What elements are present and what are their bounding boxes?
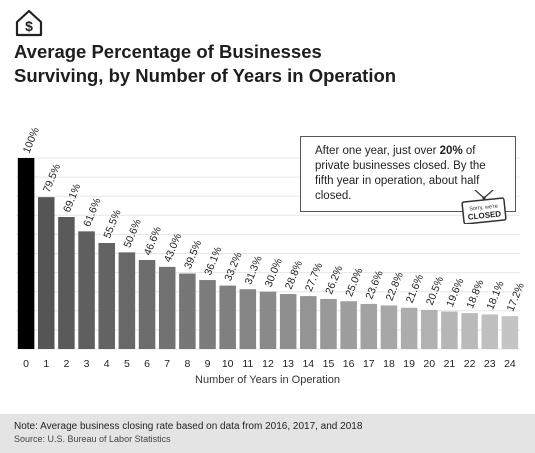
x-tick-2: 2 xyxy=(63,358,69,370)
callout-text-after: of private businesses closed. By the fif… xyxy=(315,145,486,202)
value-label-year-7: 43.0% xyxy=(162,232,184,264)
x-tick-8: 8 xyxy=(184,358,190,370)
bar-year-8 xyxy=(179,273,196,349)
chart-title-line1: Average Percentage of Businesses xyxy=(14,41,322,62)
value-label-year-10: 33.2% xyxy=(222,251,244,283)
bar-year-20 xyxy=(421,309,438,349)
x-tick-5: 5 xyxy=(124,358,130,370)
bar-year-2 xyxy=(58,217,75,349)
bar-chart: 100%79.5%69.1%61.6%55.5%50.6%46.6%43.0%3… xyxy=(16,126,527,370)
x-tick-14: 14 xyxy=(302,358,314,370)
value-label-year-20: 20.5% xyxy=(424,275,446,307)
bar-year-14 xyxy=(300,296,317,349)
value-label-year-5: 50.6% xyxy=(122,217,144,249)
bar-year-3 xyxy=(78,231,95,349)
x-tick-15: 15 xyxy=(323,358,335,370)
value-label-year-17: 23.6% xyxy=(363,269,385,301)
chart-title-line2: Surviving, by Number of Years in Operati… xyxy=(14,65,397,86)
bar-year-21 xyxy=(441,311,458,349)
bar-year-6 xyxy=(138,259,156,349)
value-label-year-6: 46.6% xyxy=(142,225,164,257)
x-tick-labels: 0 1 2 3 4 5 6 7 8 9 10 11 12 13 14 15 16 17 18 19 20 21 22 23 24 xyxy=(23,358,516,370)
x-tick-0: 0 xyxy=(23,358,29,370)
x-tick-23: 23 xyxy=(484,358,496,370)
bar-year-24 xyxy=(501,316,519,349)
bar-year-10 xyxy=(219,285,236,349)
footer: Note: Average business closing rate base… xyxy=(0,414,535,453)
sign-line1: Sorry, we're xyxy=(469,204,498,213)
bar-year-11 xyxy=(239,289,257,349)
x-tick-21: 21 xyxy=(444,358,456,370)
value-label-year-21: 19.6% xyxy=(444,277,466,309)
callout-text-before: After one year, just over xyxy=(315,145,440,157)
footer-source: Source: U.S. Bureau of Labor Statistics xyxy=(14,434,171,444)
x-tick-9: 9 xyxy=(205,358,211,370)
value-label-year-8: 39.5% xyxy=(182,239,204,271)
x-tick-16: 16 xyxy=(343,358,355,370)
bar-year-13 xyxy=(279,293,297,349)
bar-year-4 xyxy=(98,242,115,349)
x-tick-13: 13 xyxy=(282,358,294,370)
bar-year-0 xyxy=(17,158,35,349)
value-label-year-0: 100% xyxy=(21,126,42,155)
bar-year-22 xyxy=(461,313,478,349)
value-label-year-2: 69.1% xyxy=(61,182,83,214)
x-tick-22: 22 xyxy=(464,358,476,370)
sign-line2: CLOSED xyxy=(467,209,501,221)
x-tick-11: 11 xyxy=(242,358,253,370)
callout-highlight: 20% xyxy=(439,145,463,157)
x-tick-6: 6 xyxy=(144,358,150,370)
value-label-year-1: 79.5% xyxy=(41,162,63,194)
dollar-house-icon: $ xyxy=(14,8,44,38)
value-label-year-11: 31.3% xyxy=(242,254,264,286)
x-tick-17: 17 xyxy=(363,358,375,370)
x-tick-4: 4 xyxy=(104,358,110,370)
value-label-year-24: 17.2% xyxy=(505,281,527,313)
bar-year-1 xyxy=(37,197,55,349)
x-axis-label: Number of Years in Operation xyxy=(195,374,340,386)
value-label-year-16: 25.0% xyxy=(343,266,365,298)
x-tick-1: 1 xyxy=(43,358,49,370)
svg-text:$: $ xyxy=(25,18,33,34)
bar-year-18 xyxy=(380,305,398,349)
x-tick-19: 19 xyxy=(403,358,415,370)
bar-year-12 xyxy=(259,291,277,349)
value-label-year-19: 21.6% xyxy=(404,273,426,305)
bar-year-15 xyxy=(320,298,337,349)
value-label-year-22: 18.8% xyxy=(464,278,486,310)
x-tick-24: 24 xyxy=(504,358,516,370)
bars xyxy=(17,158,519,349)
bar-year-23 xyxy=(481,314,499,349)
bar-year-9 xyxy=(199,280,216,349)
x-tick-7: 7 xyxy=(164,358,170,370)
x-tick-20: 20 xyxy=(423,358,435,370)
x-tick-18: 18 xyxy=(383,358,395,370)
bar-year-16 xyxy=(340,301,357,349)
bar-year-7 xyxy=(158,266,176,349)
x-tick-10: 10 xyxy=(222,358,234,370)
value-label-year-4: 55.5% xyxy=(101,208,123,240)
callout-box: After one year, just over 20% of private… xyxy=(300,136,516,212)
x-tick-12: 12 xyxy=(262,358,274,370)
value-label-year-23: 18.1% xyxy=(484,279,506,311)
value-label-year-3: 61.6% xyxy=(81,196,103,228)
chart-title: Average Percentage of Businesses Survivi… xyxy=(14,40,514,88)
closed-sign-icon: Sorry, we're CLOSED xyxy=(455,189,513,225)
bar-year-5 xyxy=(118,252,136,349)
footer-note: Note: Average business closing rate base… xyxy=(14,421,363,432)
bar-year-17 xyxy=(360,303,378,349)
bar-year-19 xyxy=(400,307,418,349)
x-tick-3: 3 xyxy=(84,358,90,370)
value-label-year-18: 22.8% xyxy=(384,270,406,302)
value-label-year-13: 28.8% xyxy=(283,259,305,291)
value-label-year-14: 27.7% xyxy=(303,261,325,293)
